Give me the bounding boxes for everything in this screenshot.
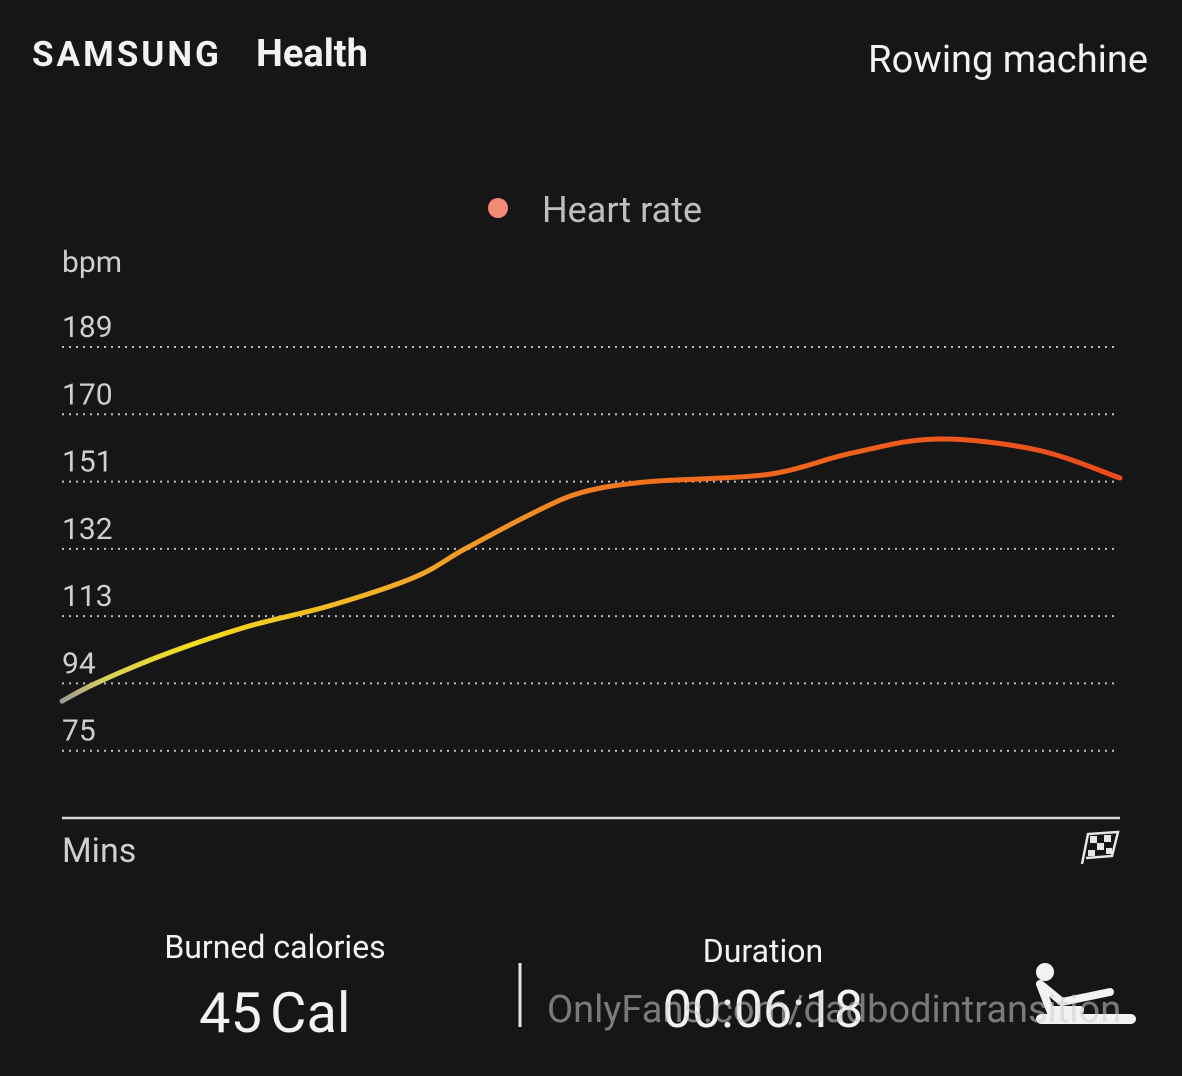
legend-marker (488, 198, 508, 218)
rowing-icon (1036, 963, 1136, 1024)
duration-label: Duration (703, 932, 823, 970)
y-tick-label: 132 (62, 512, 113, 547)
activity-title: Rowing machine (868, 38, 1148, 82)
calories-label: Burned calories (164, 928, 385, 966)
duration-value: 00:06:18 (663, 979, 864, 1040)
y-tick-label: 170 (62, 377, 113, 412)
y-tick-label: 113 (62, 579, 113, 614)
calories-value: 45 (199, 980, 262, 1046)
brand: SAMSUNG (32, 34, 222, 75)
legend: Heart rate (488, 189, 702, 231)
calories-unit: Cal (270, 980, 351, 1046)
watermark: OnlyFans.com/dadbodintransition (547, 988, 1121, 1032)
y-tick-label: 75 (62, 714, 96, 749)
heart-rate-line (59, 436, 1123, 704)
y-tick-label: 94 (62, 646, 96, 681)
x-axis-label: Mins (62, 831, 136, 871)
finish-flag-icon (1080, 830, 1120, 865)
y-tick-label: 151 (62, 445, 113, 480)
app-name: Health (256, 32, 368, 76)
y-tick-label: 189 (62, 310, 113, 345)
y-axis-label: bpm (62, 245, 122, 280)
legend-label: Heart rate (542, 189, 702, 231)
